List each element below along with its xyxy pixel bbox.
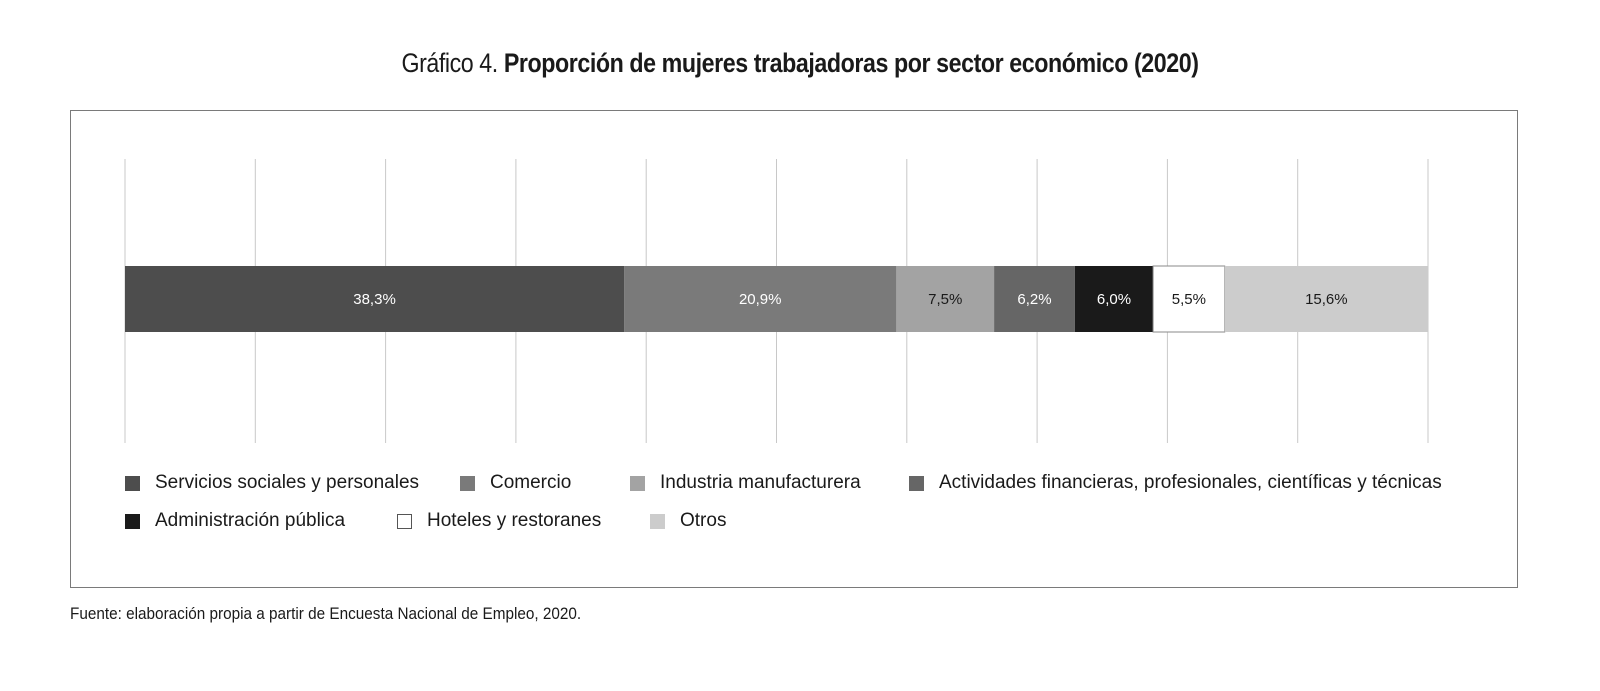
legend-label-4: Administración pública	[155, 510, 346, 531]
chart-frame: 38,3% 20,9% 7,5% 6,2% 6,0% 5,5% 15,6% Servicio…	[70, 110, 1518, 588]
bar-segment-4	[1074, 266, 1154, 332]
chart-plot: 38,3% 20,9% 7,5% 6,2% 6,0% 5,5% 15,6%	[124, 159, 1429, 443]
legend-item-0: Servicios sociales y personales	[125, 472, 419, 494]
legend-swatch-3	[909, 475, 924, 491]
legend-label-1: Comercio	[490, 472, 572, 493]
bar-segment-1	[624, 266, 897, 332]
legend-swatch-4	[125, 513, 140, 529]
chart-title: Gráfico 4. Proporción de mujeres trabaja…	[112, 48, 1488, 79]
source-note: Fuente: elaboración propia a partir de E…	[70, 604, 582, 623]
bar-segment-3	[994, 266, 1075, 332]
data-label-6: 15,6%	[1305, 291, 1348, 308]
data-label-1: 20,9%	[739, 291, 782, 308]
legend-label-5: Hoteles y restoranes	[427, 510, 602, 531]
legend-label-6: Otros	[680, 510, 727, 531]
data-label-2: 7,5%	[928, 291, 962, 308]
legend-swatch-6	[650, 513, 665, 529]
bar-segment-6	[1224, 266, 1428, 332]
legend-swatch-5	[397, 513, 412, 529]
data-label-0: 38,3%	[353, 291, 396, 308]
legend-swatch-2	[630, 475, 645, 491]
chart-title-prefix: Gráfico 4.	[401, 48, 498, 78]
legend-label-2: Industria manufacturera	[660, 472, 861, 493]
legend-item-4: Administración pública	[125, 510, 345, 532]
legend-item-1: Comercio	[460, 472, 571, 494]
data-label-3: 6,2%	[1017, 291, 1051, 308]
legend-item-6: Otros	[650, 510, 726, 532]
chart-title-main: Proporción de mujeres trabajadoras por s…	[503, 48, 1199, 78]
legend-item-5: Hoteles y restoranes	[397, 510, 601, 532]
data-label-4: 6,0%	[1097, 291, 1131, 308]
bar-segment-0	[125, 266, 625, 332]
legend-swatch-0	[125, 475, 140, 491]
data-label-5: 5,5%	[1172, 291, 1206, 308]
bar-segment-2	[896, 266, 995, 332]
legend-label-0: Servicios sociales y personales	[155, 472, 420, 493]
legend-label-3: Actividades financieras, profesionales, …	[939, 472, 1442, 493]
legend-item-3: Actividades financieras, profesionales, …	[909, 472, 1442, 494]
legend-item-2: Industria manufacturera	[630, 472, 861, 494]
legend-swatch-1	[460, 475, 475, 491]
